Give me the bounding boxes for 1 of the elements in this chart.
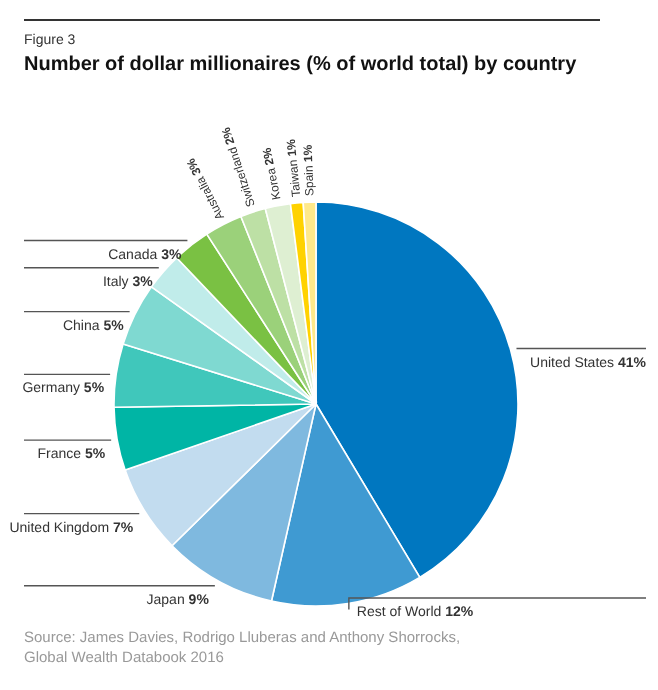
chart-title: Number of dollar millionaires (% of world total) by country <box>24 54 578 76</box>
